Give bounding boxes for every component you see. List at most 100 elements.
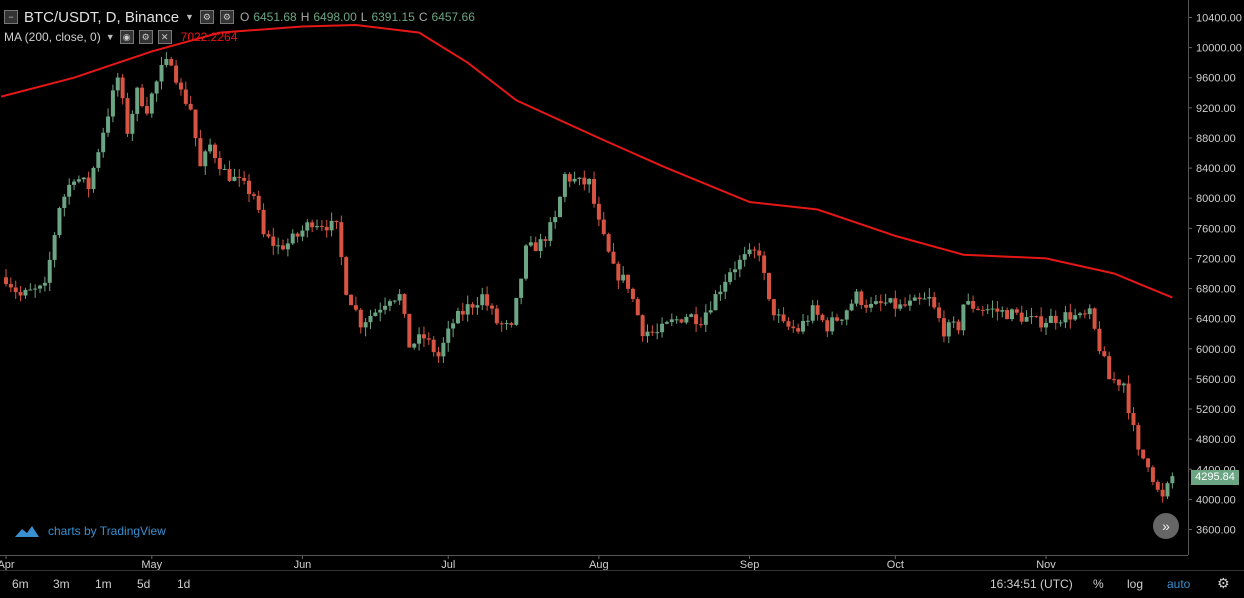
candle-body: [888, 298, 893, 303]
candle-body: [669, 319, 674, 323]
x-tick-label: Apr: [0, 559, 15, 571]
candle-body: [1102, 351, 1107, 357]
range-3m[interactable]: 3m: [53, 577, 70, 591]
candle-body: [412, 343, 417, 348]
candle-body: [1112, 379, 1117, 381]
candle-body: [732, 269, 737, 273]
clock: 16:34:51 (UTC): [990, 577, 1073, 591]
candle-body: [475, 305, 480, 308]
low-label: L: [360, 10, 368, 24]
branding-text: charts by TradingView: [48, 524, 166, 538]
indicator-legend: MA (200, close, 0) ▼ ◉ ⚙ ✕ 7022.2264: [4, 30, 237, 44]
range-1m[interactable]: 1m: [95, 577, 112, 591]
candle-body: [353, 305, 358, 310]
candle-body: [971, 301, 976, 309]
y-tick-label: 8800.00: [1196, 133, 1236, 145]
candle-body: [344, 257, 349, 295]
candle-body: [436, 352, 441, 357]
x-tick-label: Oct: [887, 559, 904, 571]
candle-body: [869, 303, 874, 308]
candle-body: [587, 179, 592, 185]
candle-body: [130, 113, 135, 134]
range-1d[interactable]: 1d: [177, 577, 191, 591]
candle-body: [650, 331, 655, 333]
candle-body: [771, 299, 776, 316]
indicator-value: 7022.2264: [180, 30, 238, 44]
candle-body: [825, 320, 830, 332]
y-tick-label: 4000.00: [1196, 494, 1236, 506]
candle-body: [878, 301, 883, 304]
x-tick-label: Jun: [294, 559, 312, 571]
candle-body: [222, 168, 227, 170]
candle-body: [1097, 328, 1102, 352]
candle-body: [76, 179, 81, 182]
settings-icon[interactable]: ⚙: [1217, 575, 1230, 591]
tradingview-branding[interactable]: charts by TradingView: [14, 523, 166, 539]
candle-body: [937, 307, 942, 319]
candle-body: [1087, 308, 1092, 315]
y-tick-label: 10400.00: [1196, 13, 1242, 25]
high-value: 6498.00: [313, 10, 357, 24]
collapse-icon[interactable]: −: [4, 10, 18, 24]
candle-body: [52, 235, 57, 260]
percent-toggle[interactable]: %: [1093, 577, 1104, 591]
candle-body: [310, 222, 315, 228]
auto-toggle[interactable]: auto: [1167, 577, 1191, 591]
candle-body: [1078, 313, 1083, 316]
candle-body: [392, 300, 397, 302]
candle-body: [742, 254, 747, 260]
candle-body: [319, 226, 324, 228]
candle-body: [144, 106, 149, 114]
eye-icon[interactable]: ◉: [119, 30, 134, 44]
candle-body: [1165, 483, 1170, 497]
candle-body: [324, 226, 329, 231]
gear-icon[interactable]: ⚙: [219, 10, 234, 24]
scroll-to-realtime-icon[interactable]: »: [1153, 513, 1179, 539]
candle-body: [178, 82, 183, 90]
candle-body: [528, 242, 533, 246]
y-tick-label: 6800.00: [1196, 284, 1236, 296]
candle-body: [645, 331, 650, 337]
candle-body: [752, 249, 757, 251]
y-tick-label: 4800.00: [1196, 434, 1236, 446]
candle-body: [1131, 413, 1136, 426]
symbol-title[interactable]: BTC/USDT, D, Binance: [24, 8, 180, 26]
candle-body: [951, 321, 956, 323]
candle-body: [281, 245, 286, 250]
candle-body: [96, 152, 101, 168]
candle-body: [217, 158, 222, 170]
range-5d[interactable]: 5d: [137, 577, 151, 591]
candle-body: [543, 239, 548, 241]
candle-body: [854, 291, 859, 304]
candle-body: [975, 308, 980, 310]
candle-body: [990, 308, 995, 310]
candle-body: [470, 304, 475, 308]
candle-body: [679, 319, 684, 323]
indicator-name[interactable]: MA (200, close, 0): [4, 30, 101, 44]
candle-body: [504, 323, 509, 325]
candle-body: [524, 245, 528, 279]
chevron-down-icon[interactable]: ▼: [105, 32, 115, 42]
candle-body: [455, 310, 460, 324]
candle-body: [295, 233, 300, 237]
settings-icon[interactable]: ⚙: [199, 10, 214, 24]
candle-body: [596, 203, 601, 220]
log-toggle[interactable]: log: [1127, 577, 1144, 591]
candle-body: [839, 319, 844, 321]
candle-body: [140, 87, 145, 107]
candle-body: [489, 305, 494, 309]
close-label: C: [418, 10, 428, 24]
gear-icon[interactable]: ⚙: [138, 30, 153, 44]
moving-average-line: [0, 23, 1173, 299]
candle-body: [1160, 489, 1165, 497]
candle-body: [203, 151, 208, 167]
range-6m[interactable]: 6m: [12, 577, 29, 591]
candle-body: [81, 177, 86, 180]
y-axis[interactable]: [1188, 0, 1244, 555]
candle-body: [844, 310, 849, 320]
candle-body: [1000, 310, 1005, 312]
candle-body: [801, 320, 806, 332]
close-icon[interactable]: ✕: [157, 30, 172, 44]
chevron-down-icon[interactable]: ▼: [185, 12, 194, 22]
